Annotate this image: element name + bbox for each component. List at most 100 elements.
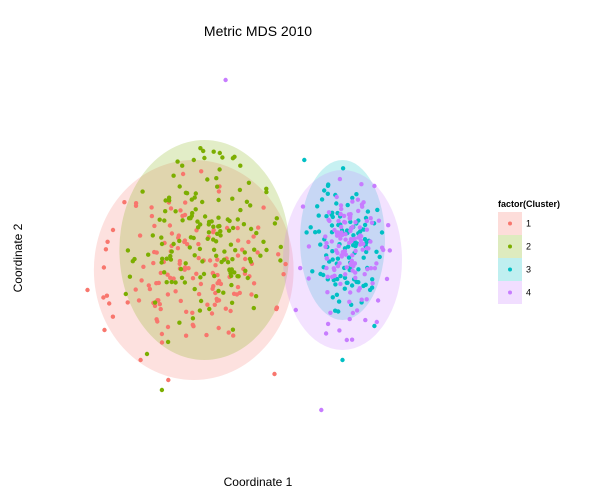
point-cluster-2 (248, 226, 254, 232)
point-cluster-1 (185, 242, 190, 247)
point-cluster-1 (251, 234, 256, 239)
point-cluster-1 (178, 298, 183, 304)
point-cluster-2 (214, 176, 219, 181)
point-cluster-2 (205, 177, 210, 182)
point-cluster-4 (326, 210, 332, 215)
point-cluster-4 (368, 266, 374, 271)
point-cluster-2 (217, 150, 222, 156)
point-cluster-1 (159, 340, 165, 345)
point-cluster-3 (315, 204, 320, 209)
point-cluster-1 (176, 233, 181, 238)
point-cluster-1 (147, 286, 153, 292)
point-cluster-2 (226, 228, 232, 233)
point-cluster-4 (337, 261, 342, 266)
point-cluster-2 (230, 225, 236, 231)
point-cluster-3 (361, 227, 366, 232)
point-cluster-1 (101, 295, 106, 300)
point-cluster-3 (318, 242, 323, 247)
point-cluster-4 (353, 220, 358, 225)
point-cluster-1 (180, 171, 186, 177)
point-cluster-1 (212, 302, 217, 307)
point-cluster-4 (386, 223, 391, 228)
point-cluster-4 (343, 237, 348, 242)
point-cluster-2 (217, 167, 222, 172)
point-cluster-3 (364, 249, 369, 255)
point-cluster-3 (361, 255, 366, 260)
point-cluster-2 (242, 250, 247, 255)
point-cluster-3 (310, 269, 315, 274)
point-cluster-2 (221, 290, 226, 295)
point-cluster-4 (323, 234, 328, 239)
point-cluster-2 (177, 320, 182, 325)
point-cluster-3 (334, 292, 340, 297)
point-cluster-3 (333, 308, 338, 313)
point-cluster-1 (196, 241, 201, 247)
point-cluster-2 (182, 280, 188, 285)
point-cluster-2 (230, 257, 235, 262)
point-cluster-1 (256, 225, 261, 230)
point-cluster-3 (351, 233, 356, 238)
point-cluster-2 (211, 224, 216, 229)
point-cluster-2 (246, 180, 252, 185)
point-cluster-1 (156, 280, 161, 286)
point-cluster-2 (187, 245, 192, 250)
point-cluster-4 (372, 266, 378, 271)
point-cluster-2 (186, 216, 192, 221)
point-cluster-2 (163, 209, 168, 214)
point-cluster-2 (248, 203, 253, 208)
point-cluster-1 (235, 253, 241, 258)
point-cluster-4 (339, 206, 344, 212)
point-cluster-1 (214, 298, 220, 303)
point-cluster-2 (159, 235, 164, 240)
point-cluster-2 (228, 271, 233, 276)
point-cluster-2 (164, 256, 169, 261)
point-cluster-2 (183, 190, 189, 195)
point-cluster-4 (323, 331, 329, 336)
point-cluster-1 (104, 293, 110, 298)
point-cluster-3 (316, 229, 322, 234)
point-cluster-1 (255, 250, 260, 255)
point-cluster-3 (330, 295, 335, 300)
point-cluster-1 (186, 266, 191, 271)
point-cluster-1 (110, 227, 116, 233)
point-cluster-4 (329, 239, 334, 244)
point-cluster-2 (200, 199, 205, 205)
point-cluster-4 (366, 246, 371, 251)
point-cluster-4 (355, 197, 361, 202)
point-cluster-3 (362, 237, 368, 242)
legend-dot-1 (508, 221, 512, 226)
point-cluster-4 (343, 252, 349, 257)
point-cluster-1 (190, 310, 195, 315)
chart-title: Metric MDS 2010 (204, 23, 312, 39)
point-cluster-1 (168, 275, 173, 280)
point-cluster-2 (236, 274, 241, 279)
point-cluster-2 (195, 225, 201, 230)
point-cluster-2 (206, 219, 212, 225)
point-cluster-1 (209, 311, 215, 316)
point-cluster-2 (212, 273, 217, 279)
point-cluster-3 (333, 282, 338, 287)
point-cluster-1 (151, 260, 156, 266)
point-cluster-4 (349, 258, 354, 263)
point-cluster-2 (177, 238, 182, 244)
point-cluster-2 (160, 256, 165, 261)
point-cluster-4 (354, 308, 360, 313)
point-cluster-1 (166, 377, 171, 383)
point-cluster-4 (387, 248, 392, 253)
point-cluster-2 (188, 235, 194, 240)
point-cluster-4 (336, 243, 341, 249)
point-cluster-1 (205, 302, 210, 307)
point-cluster-1 (215, 281, 220, 286)
point-cluster-4 (356, 208, 361, 214)
point-cluster-2 (278, 244, 283, 250)
point-cluster-2 (162, 218, 167, 223)
point-cluster-4 (365, 267, 370, 272)
point-cluster-4 (319, 407, 324, 413)
x-axis-label: Coordinate 1 (224, 475, 293, 489)
legend-dot-2 (508, 244, 512, 249)
point-cluster-2 (157, 217, 162, 222)
point-cluster-2 (191, 157, 196, 163)
point-cluster-2 (197, 308, 203, 313)
point-cluster-4 (356, 235, 361, 240)
point-cluster-1 (169, 231, 175, 236)
